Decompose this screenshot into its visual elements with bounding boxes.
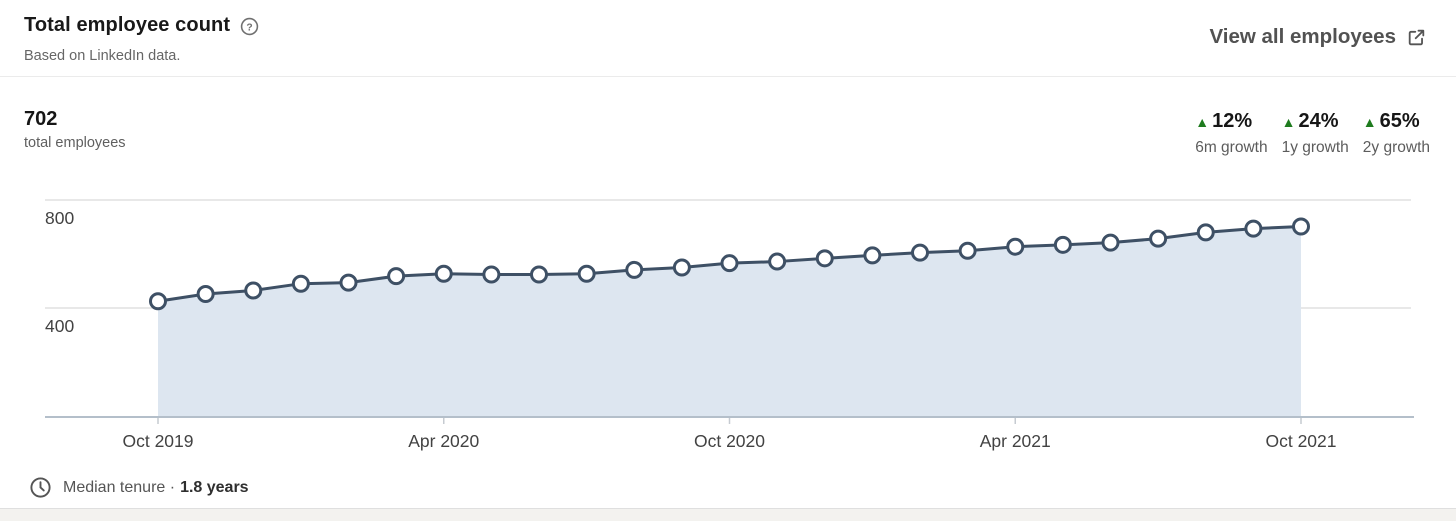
page-title: Total employee count [24,14,231,36]
x-axis-tick-label: Apr 2021 [980,431,1051,451]
growth-value: 12% [1212,110,1253,132]
growth-value: 24% [1298,110,1339,132]
external-link-icon [1408,29,1425,45]
total-employees-label: total employees [24,135,126,151]
data-point-marker[interactable] [863,246,882,265]
data-point-marker[interactable] [482,265,501,284]
total-employees-stat: 702 total employees [24,108,126,151]
data-point-marker[interactable] [387,267,406,286]
question-mark-circle-icon: ? [240,17,259,35]
data-point-marker[interactable] [339,273,358,292]
growth-stat-6m: ▲ 12% 6m growth [1195,110,1267,157]
growth-value: 65% [1379,110,1420,132]
data-point-marker[interactable] [434,264,453,283]
data-point-marker[interactable] [1101,233,1120,252]
growth-label: 1y growth [1281,139,1349,156]
data-point-marker[interactable] [768,252,787,271]
data-point-marker[interactable] [1196,223,1215,242]
median-tenure-footer: Median tenure · 1.8 years [29,476,249,499]
median-tenure-label: Median tenure · [63,478,176,496]
data-point-marker[interactable] [149,292,167,311]
y-axis-tick-label: 400 [45,316,74,336]
data-point-marker[interactable] [196,284,215,303]
data-point-marker[interactable] [577,264,596,283]
data-point-marker[interactable] [1149,229,1168,248]
data-point-marker[interactable] [1292,217,1310,236]
growth-label: 2y growth [1362,139,1430,156]
data-point-marker[interactable] [720,254,739,273]
total-employees-value: 702 [24,108,58,130]
data-point-marker[interactable] [291,274,310,293]
section-boundary-strip [0,508,1456,521]
data-point-marker[interactable] [958,241,977,260]
clock-icon [30,477,51,498]
growth-up-icon: ▲ [1362,113,1377,130]
growth-up-icon: ▲ [1195,113,1210,130]
growth-stat-1y: ▲ 24% 1y growth [1282,110,1349,157]
data-point-marker[interactable] [815,249,834,268]
growth-stats: ▲ 12% 6m growth ▲ 24% 1y growth ▲ 65% 2y… [1195,110,1430,157]
x-axis-tick-label: Oct 2020 [694,431,765,451]
help-icon[interactable]: ? [240,17,259,36]
data-point-marker[interactable] [244,281,263,300]
x-axis-tick-label: Oct 2021 [1265,431,1336,451]
view-all-label: View all employees [1209,25,1396,48]
growth-stat-2y: ▲ 65% 2y growth [1363,110,1430,157]
data-point-marker[interactable] [1053,235,1072,254]
data-point-marker[interactable] [530,265,548,284]
data-point-marker[interactable] [911,243,929,262]
data-point-marker[interactable] [625,260,644,279]
x-axis-tick-label: Apr 2020 [408,431,479,451]
growth-label: 6m growth [1195,139,1268,156]
header-divider [0,76,1456,77]
data-point-marker[interactable] [1244,219,1263,238]
growth-up-icon: ▲ [1281,113,1296,130]
x-axis-tick-label: Oct 2019 [122,431,193,451]
median-tenure-value: 1.8 years [180,478,249,496]
svg-text:?: ? [246,22,252,33]
y-axis-tick-label: 800 [45,208,74,228]
view-all-employees-link[interactable]: View all employees [1209,25,1426,49]
data-point-marker[interactable] [1006,237,1025,256]
subtitle: Based on LinkedIn data. [24,48,181,64]
data-point-marker[interactable] [672,258,691,277]
